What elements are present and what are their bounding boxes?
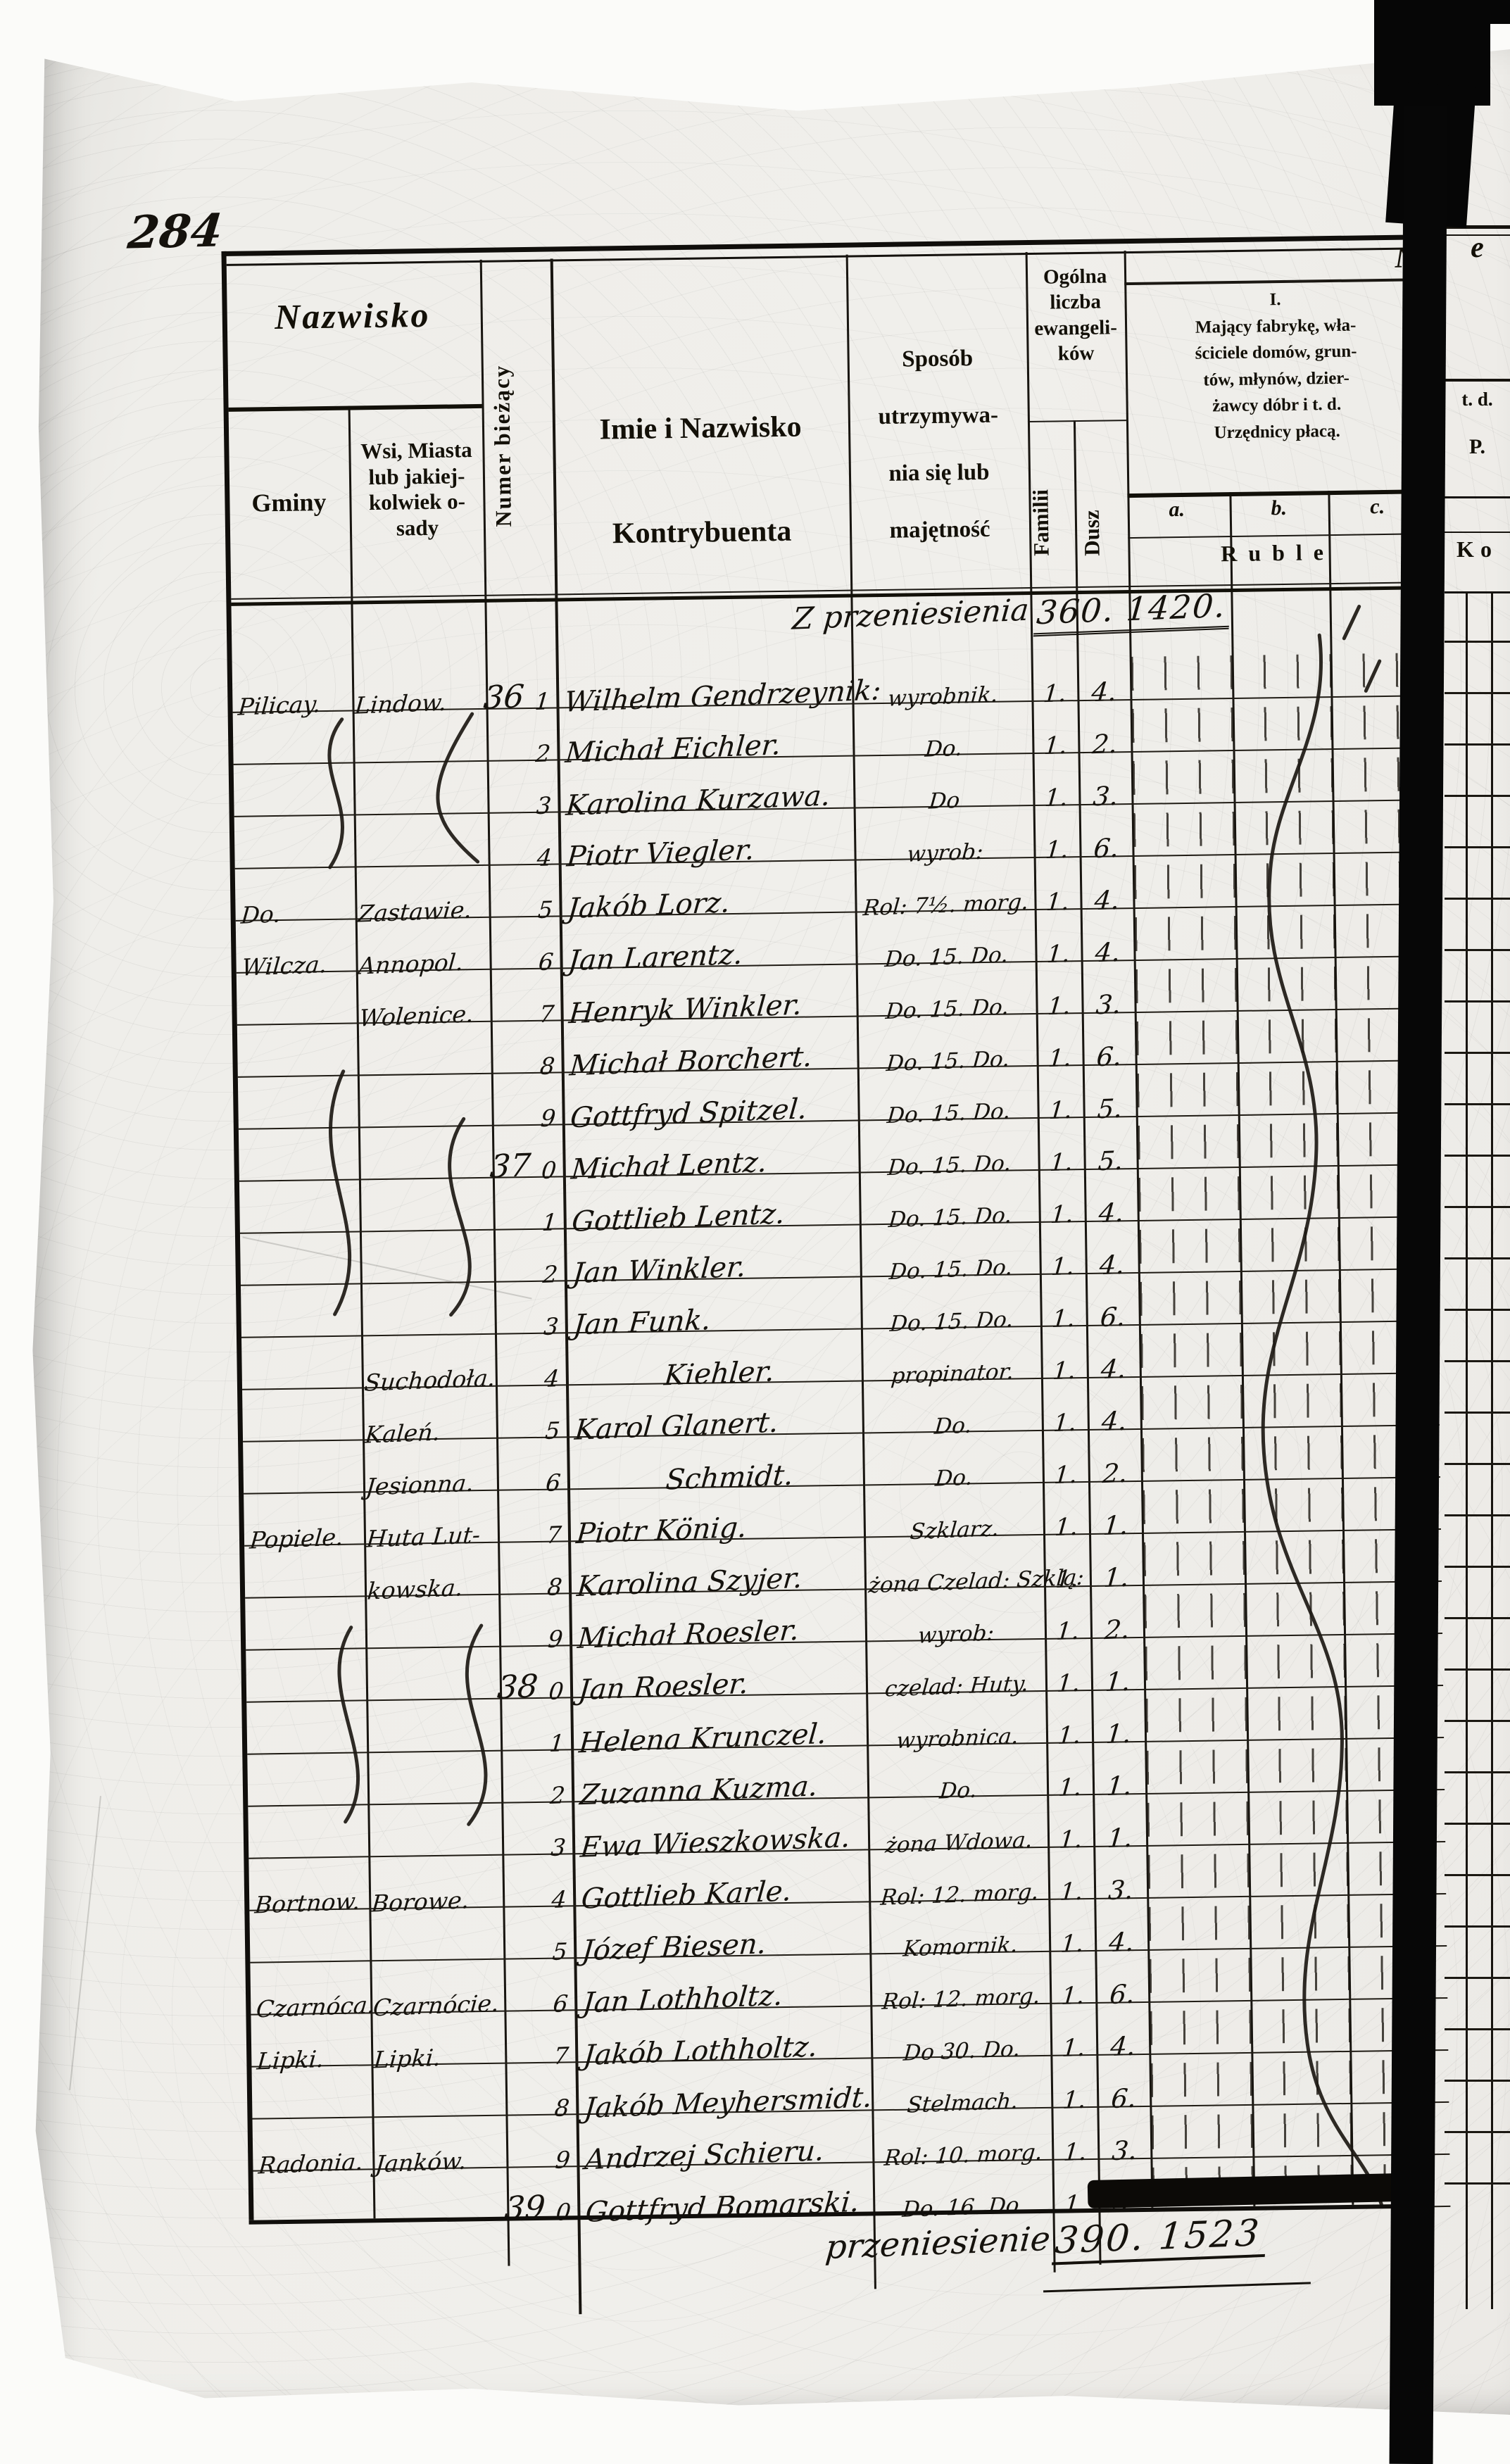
- fragment-row-lines: [1445, 591, 1510, 2211]
- binding-ink-blob: [1484, 0, 1510, 24]
- fragment-td: t. d.: [1461, 389, 1493, 410]
- fragment-top-line: [1445, 225, 1510, 229]
- census-table: Nazwisko Gminy Wsi, Miasta lub jakiej- k…: [221, 234, 1451, 2315]
- fragment-e: e: [1471, 232, 1484, 264]
- fragment-ko: Ko: [1456, 536, 1498, 562]
- slash-mark: [1342, 605, 1361, 641]
- handwritten-page-number: 284: [125, 204, 225, 260]
- ditto-stroke: [337, 1626, 360, 1824]
- fragment-top-line2: [1445, 234, 1510, 236]
- slash-mark: [1364, 659, 1382, 693]
- next-page-fragment: e t. d. P. Ko: [1445, 211, 1510, 2309]
- ditto-stroke: [436, 712, 480, 864]
- fragment-line: [1445, 532, 1510, 533]
- total-dusz: 1523: [1157, 2212, 1263, 2258]
- ditto-stroke: [465, 1623, 488, 1826]
- total-values: 390. 1523: [1051, 2211, 1269, 2265]
- fragment-line: [1445, 496, 1510, 498]
- fragment-p: P.: [1468, 435, 1486, 458]
- fragment-line: [1445, 379, 1510, 382]
- wavy-pen-line: [1261, 633, 1383, 2206]
- total-familii: 390.: [1053, 2216, 1147, 2263]
- pen-marks-overlay: [327, 605, 1383, 2206]
- ditto-stroke: [329, 1069, 352, 1316]
- ditto-stroke: [448, 1117, 472, 1317]
- ditto-stroke: [327, 717, 344, 869]
